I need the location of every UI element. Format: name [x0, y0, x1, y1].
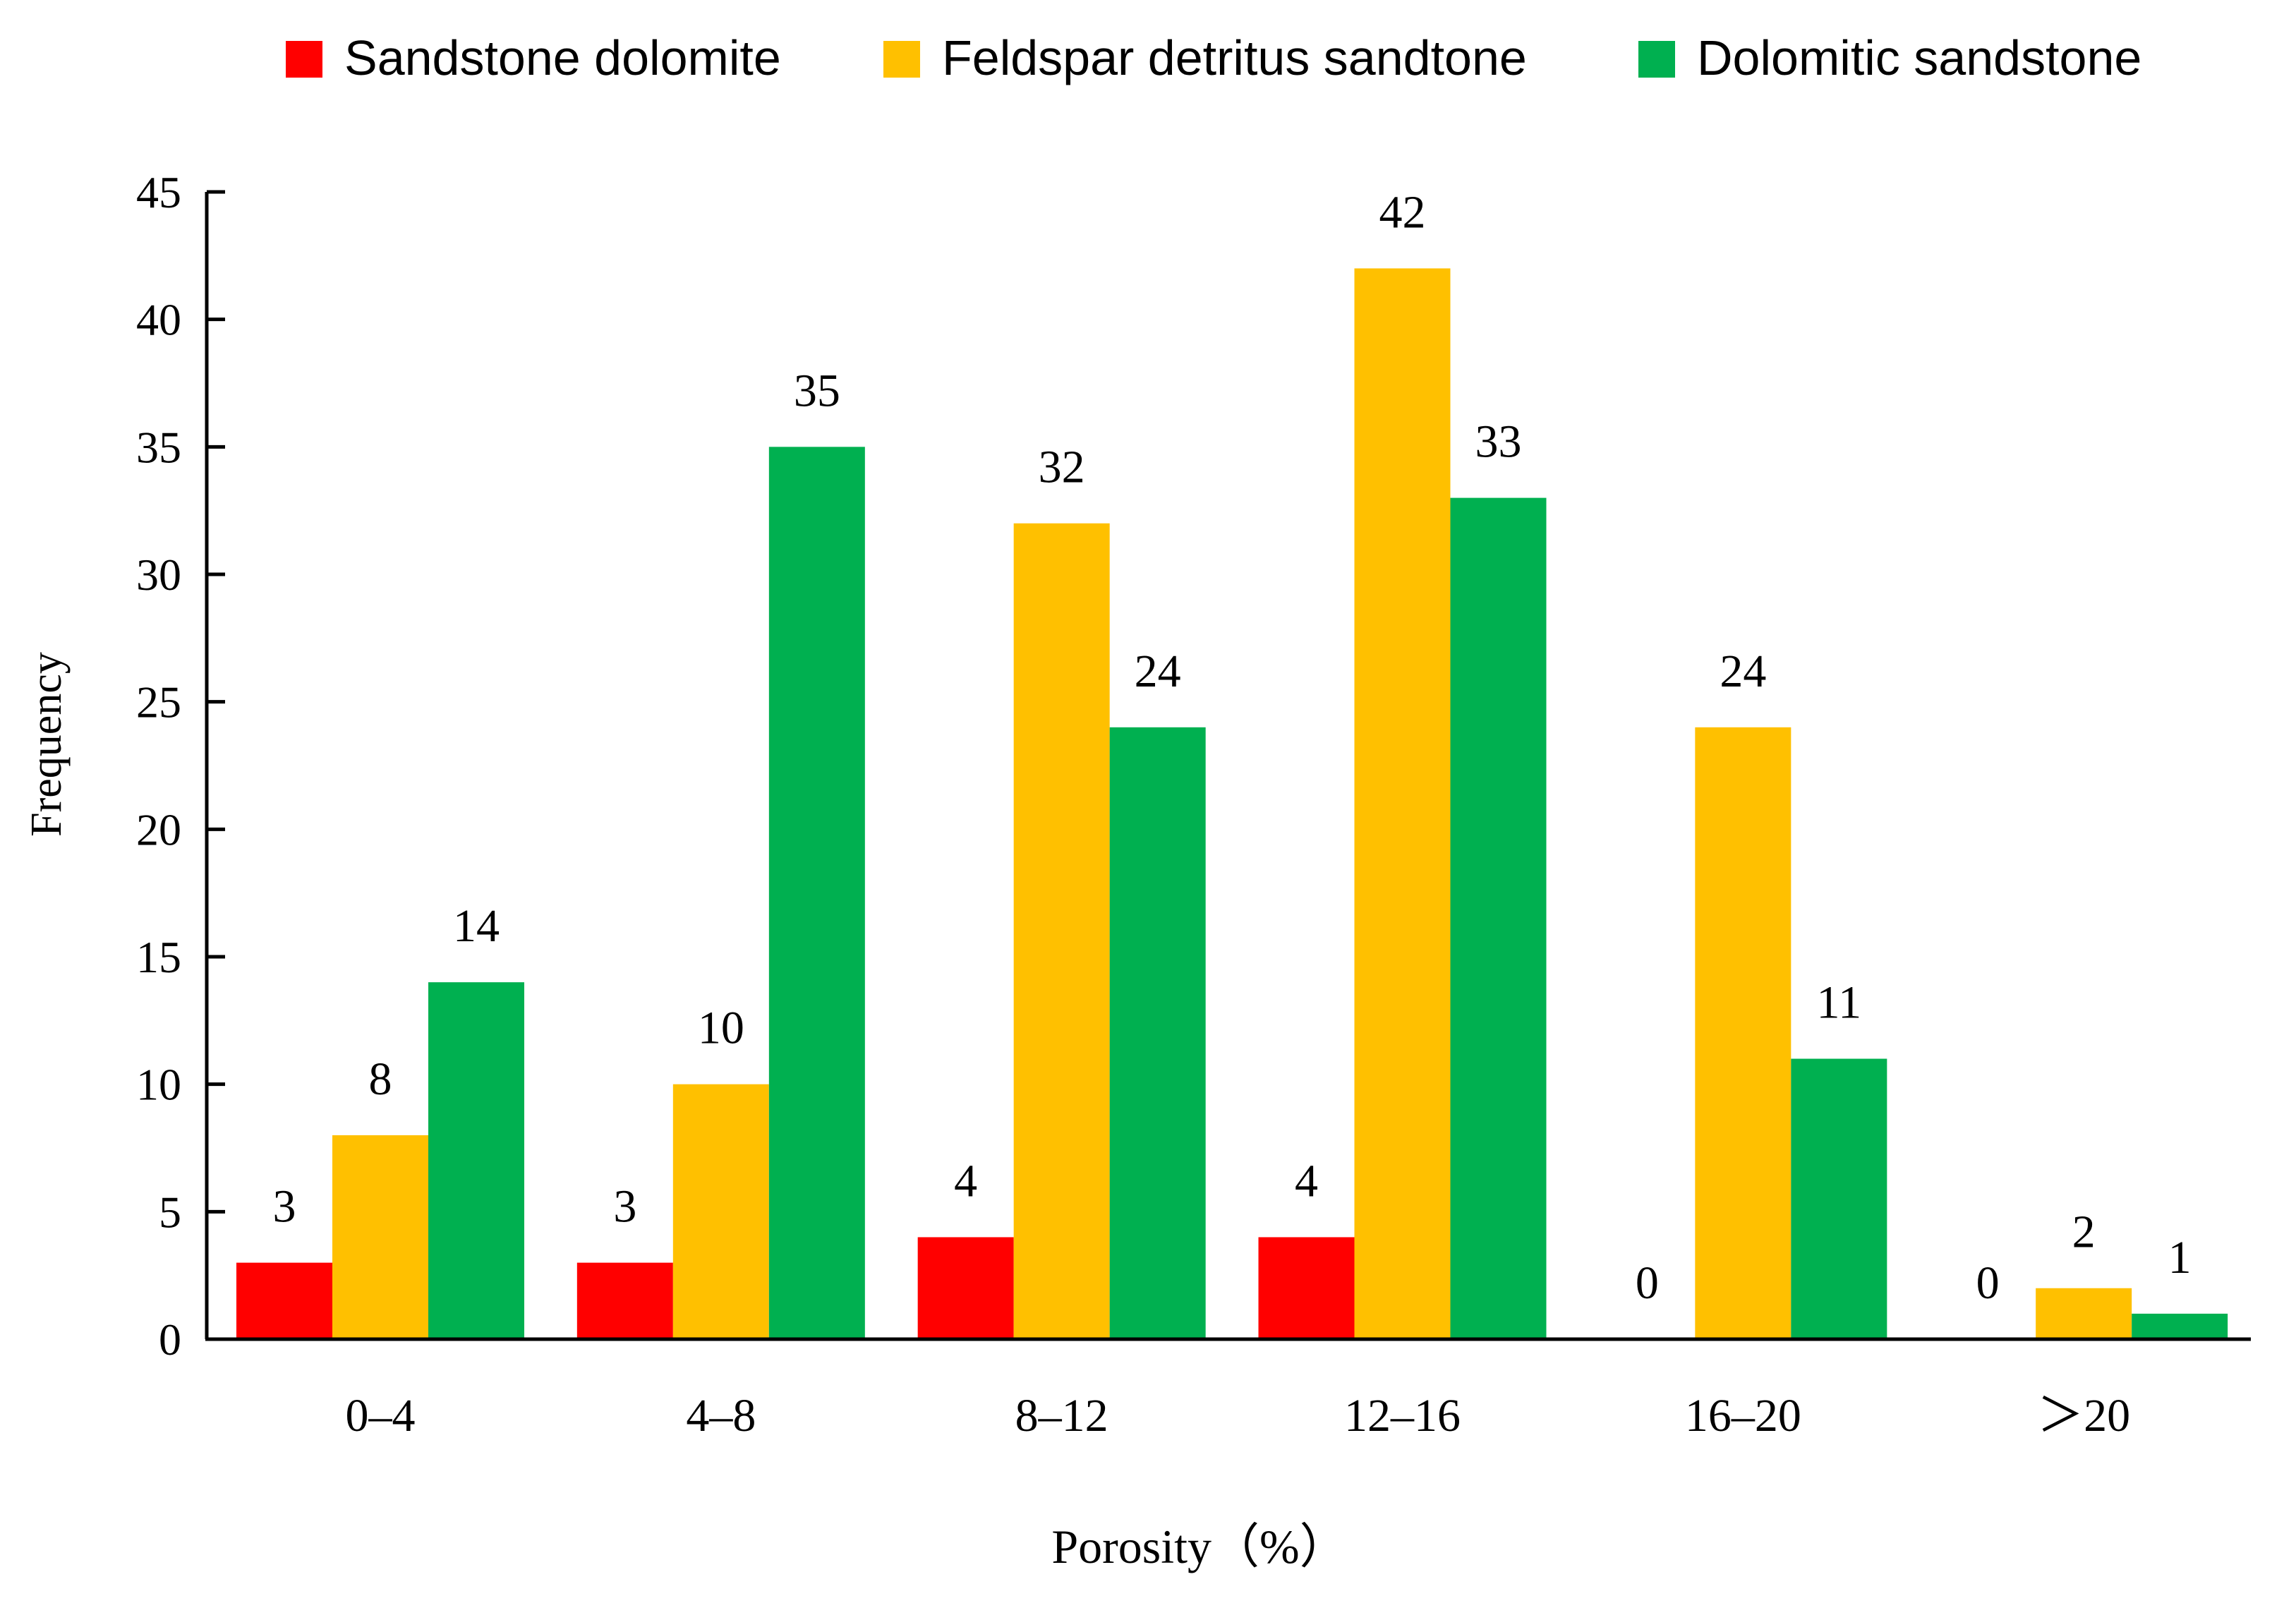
bar: [428, 982, 524, 1339]
y-tick-label: 5: [159, 1187, 181, 1237]
y-tick-label: 15: [136, 932, 181, 982]
data-label: 32: [1039, 442, 1085, 493]
y-tick-label: 20: [136, 804, 181, 854]
legend-entry: Sandstone dolomite: [344, 30, 781, 85]
bar: [1791, 1058, 1887, 1339]
data-label: 3: [273, 1181, 296, 1233]
data-label: 33: [1475, 416, 1522, 468]
y-axis-label: Frequency: [23, 652, 71, 837]
data-label: 42: [1379, 186, 1426, 238]
data-label: 0: [1976, 1257, 2000, 1309]
data-label: 3: [613, 1181, 636, 1233]
data-label: 2: [2072, 1207, 2096, 1258]
bar: [768, 447, 865, 1340]
data-label: 0: [1636, 1257, 1659, 1309]
data-label: 11: [1817, 977, 1862, 1029]
x-axis-label: Porosity（%）: [1051, 1520, 1347, 1573]
x-tick-label: 16–20: [1685, 1390, 1801, 1441]
y-tick-label: 45: [136, 167, 181, 217]
data-label: 35: [794, 365, 840, 416]
bar: [236, 1262, 332, 1339]
bar: [1450, 497, 1547, 1339]
legend-entry: Feldspar detritus sandtone: [942, 30, 1527, 85]
data-label: 24: [1135, 646, 1181, 697]
bar: [576, 1262, 673, 1339]
data-label: 1: [2168, 1232, 2192, 1283]
legend-swatch: [883, 41, 920, 78]
data-label: 8: [369, 1053, 392, 1105]
bar: [1258, 1237, 1355, 1339]
legend-entry: Dolomitic sandstone: [1697, 30, 2141, 85]
y-tick-label: 25: [136, 677, 181, 727]
data-label: 10: [698, 1003, 744, 1054]
x-tick-label: ＞20: [2037, 1390, 2130, 1441]
bar: [1354, 268, 1451, 1339]
y-tick-label: 0: [159, 1314, 181, 1365]
data-labels-layer: 3 8 14 3 10 35 4 32 24 4 42 33 0 24 11 0 2 1: [273, 186, 2192, 1309]
y-tick-label: 10: [136, 1060, 181, 1110]
bars-layer: [236, 268, 2228, 1340]
x-tick-label: 0–4: [346, 1390, 416, 1441]
legend-swatch: [286, 41, 322, 78]
bar: [332, 1135, 428, 1339]
x-tick-label: 8–12: [1015, 1390, 1108, 1441]
data-label: 24: [1720, 646, 1766, 697]
bar: [672, 1084, 769, 1339]
bar: [2132, 1313, 2228, 1339]
legend: Sandstone dolomite Feldspar detritus sand…: [286, 30, 2141, 85]
bar: [1695, 727, 1792, 1339]
x-tick-label: 4–8: [686, 1390, 756, 1441]
bar: [917, 1237, 1014, 1339]
data-label: 4: [954, 1155, 977, 1207]
x-tick-label: 12–16: [1344, 1390, 1461, 1441]
data-label: 14: [453, 900, 500, 952]
y-tick-label: 35: [136, 422, 181, 472]
y-tick-label: 30: [136, 550, 181, 600]
bar: [2036, 1288, 2132, 1339]
legend-swatch: [1638, 41, 1675, 78]
y-tick-label: 40: [136, 295, 181, 345]
data-label: 4: [1295, 1155, 1318, 1207]
bar: [1013, 523, 1110, 1339]
bar: [1109, 727, 1206, 1339]
